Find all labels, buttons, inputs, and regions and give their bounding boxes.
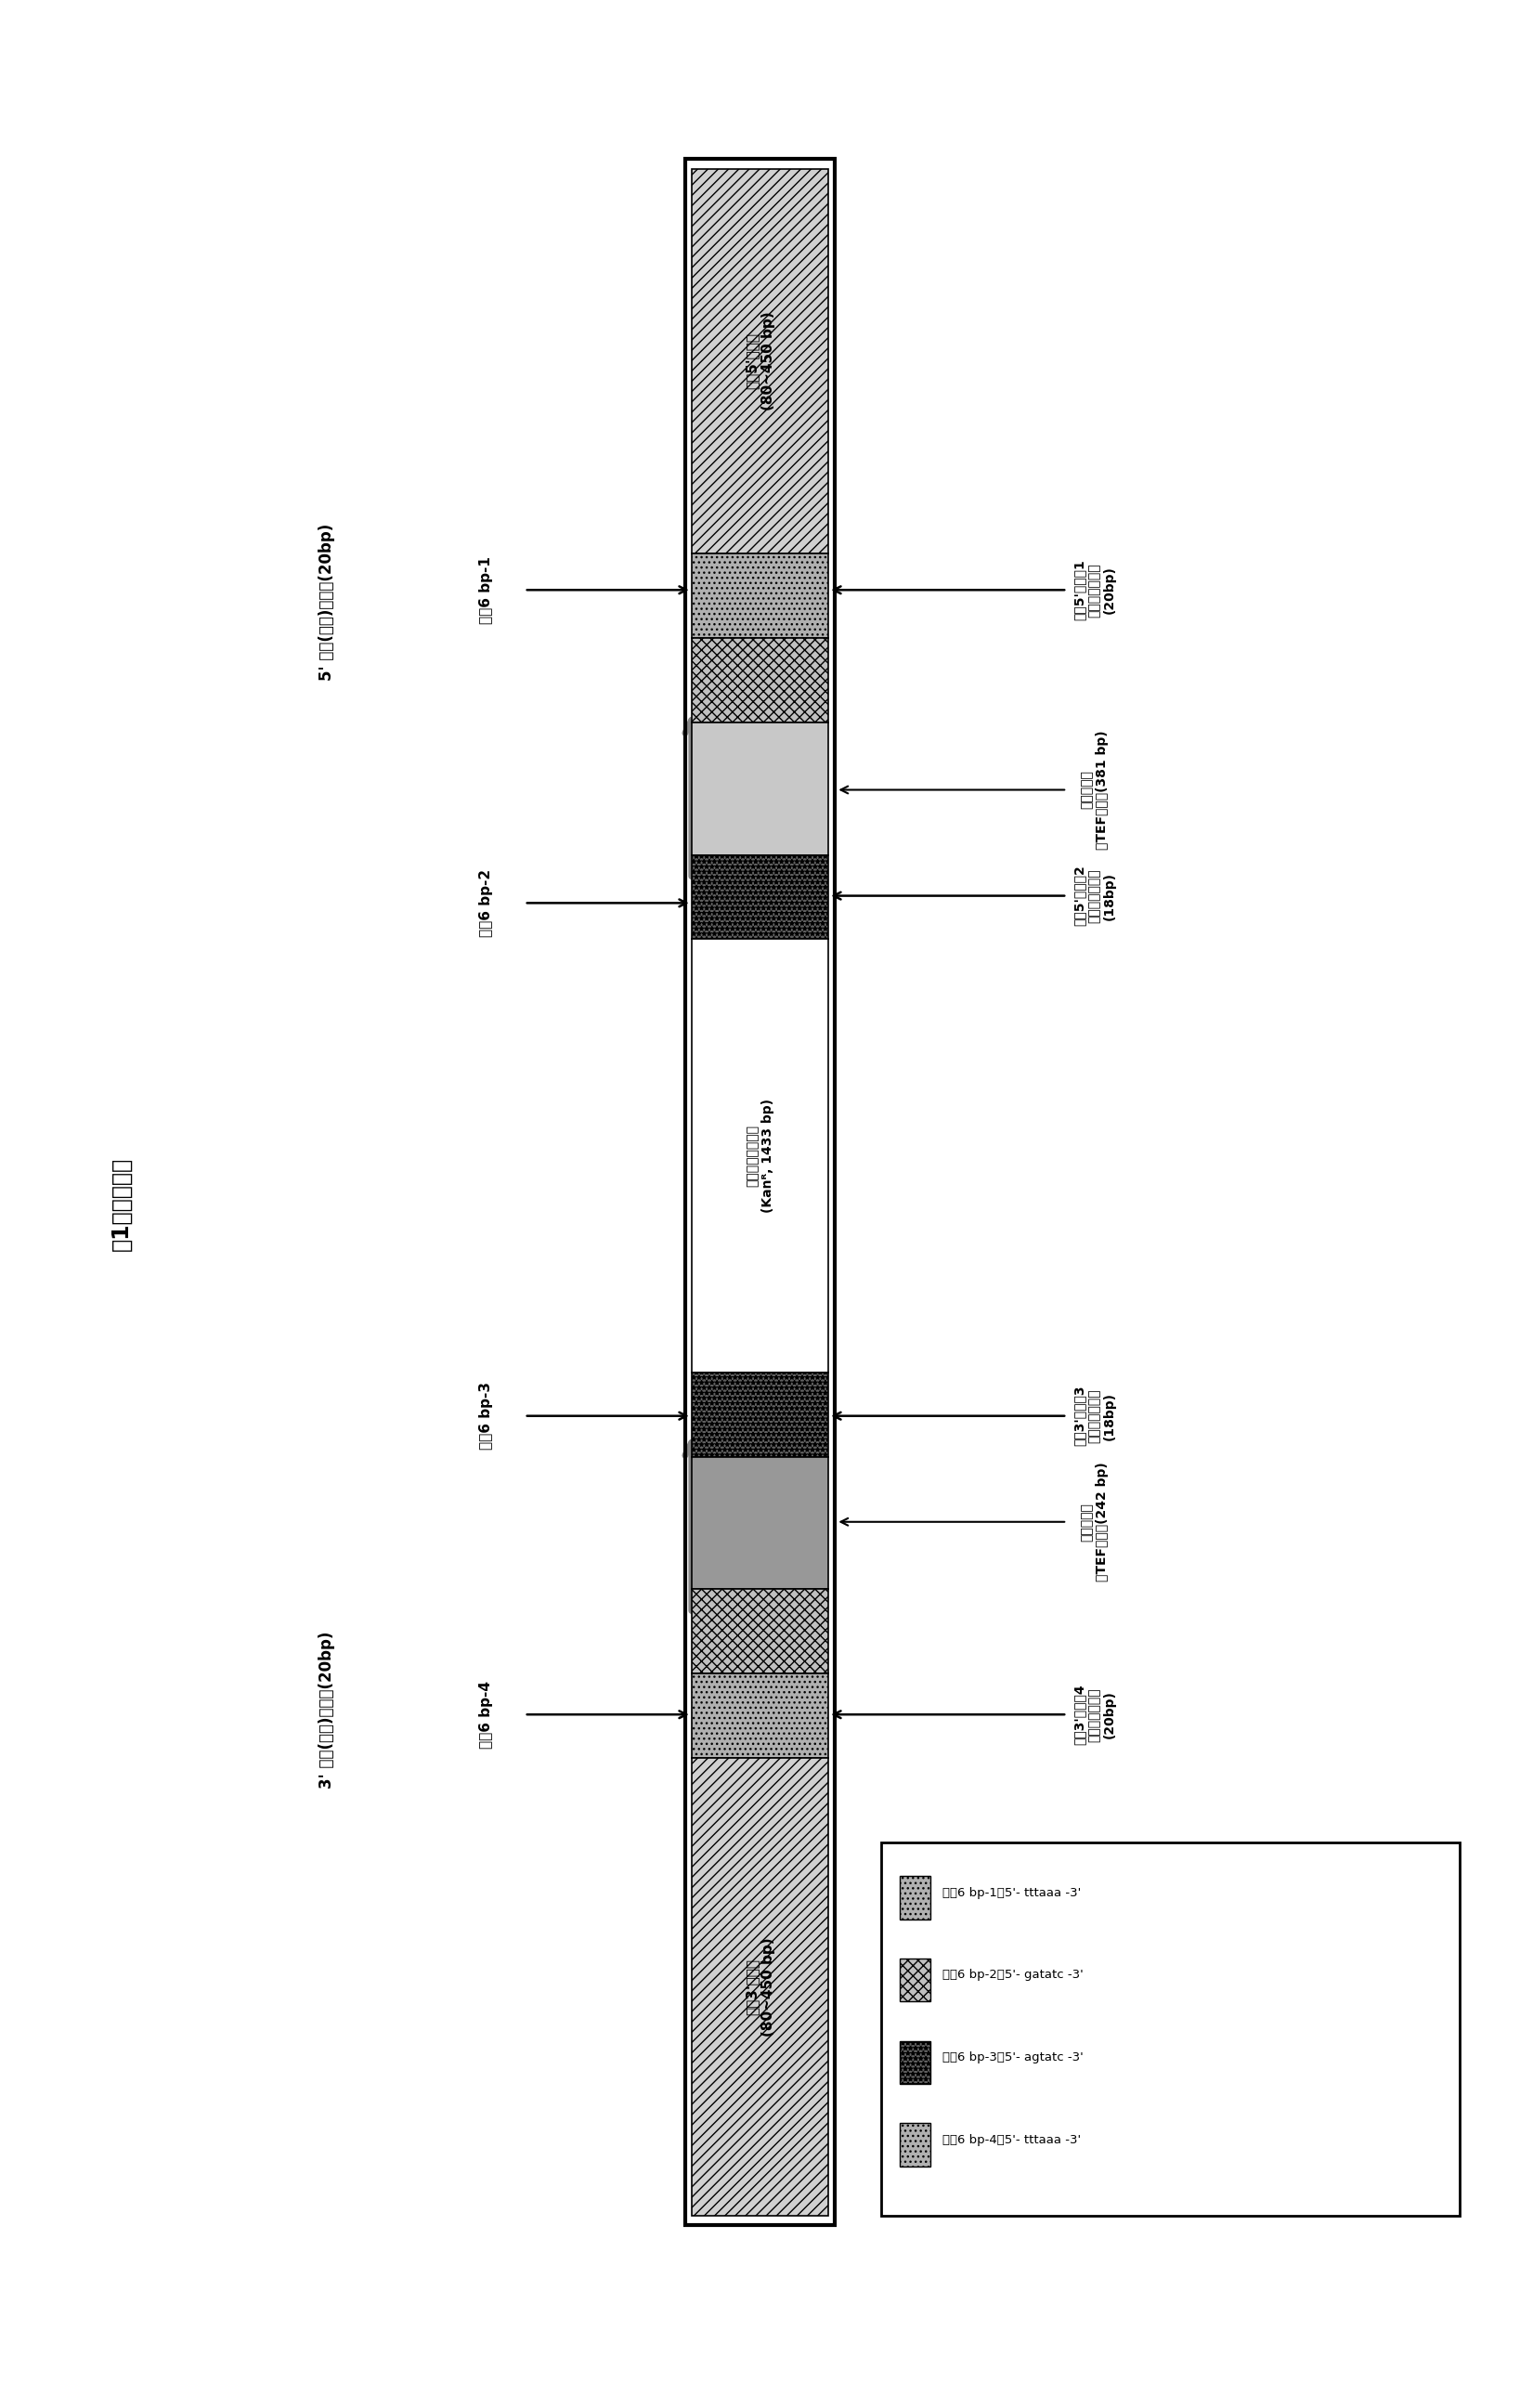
Text: 卡那霉素抗性基因
(Kanᴿ, 1433 bp): 卡那霉素抗性基因 (Kanᴿ, 1433 bp) [746,1098,774,1214]
Text: 用于3'条形码3
扩增的通用引物
(18bp): 用于3'条形码3 扩增的通用引物 (18bp) [1073,1385,1116,1447]
Bar [692,554,828,638]
Bar [692,1589,828,1674]
Bar [900,1876,930,1919]
Bar [692,1457,828,1589]
Text: 缺口6 bp-2：5'- gatatc -3': 缺口6 bp-2：5'- gatatc -3' [942,1970,1084,1982]
Text: 缺口6 bp-2: 缺口6 bp-2 [479,869,494,937]
Bar [900,1958,930,2001]
Text: 5' 向上(上游)条形码(20bp): 5' 向上(上游)条形码(20bp) [319,523,334,681]
Bar [692,1674,828,1758]
Bar [692,1758,828,2215]
Text: 基因3'同源区
(80~450 bp): 基因3'同源区 (80~450 bp) [745,1936,775,2037]
Bar [692,855,828,939]
Text: 棉阿舒囊霉
的TEF启动子(381 bp): 棉阿舒囊霉 的TEF启动子(381 bp) [1081,730,1108,850]
Text: 图1缺失盒结构: 图1缺失盒结构 [111,1158,132,1250]
Bar [900,2042,930,2085]
Bar [882,1842,1459,2215]
Text: 用于3'条形码4
扩增的通用引物
(20bp): 用于3'条形码4 扩增的通用引物 (20bp) [1073,1683,1116,1746]
Text: 3' 向下(下游)条形码(20bp): 3' 向下(下游)条形码(20bp) [319,1630,334,1789]
Text: 棉阿舒囊霉
的TEF终止于(242 bp): 棉阿舒囊霉 的TEF终止于(242 bp) [1081,1462,1108,1582]
Bar [900,2124,930,2167]
Text: 缺口6 bp-4: 缺口6 bp-4 [479,1681,494,1748]
Text: 缺口6 bp-1：5'- tttaaa -3': 缺口6 bp-1：5'- tttaaa -3' [942,1885,1081,1900]
Bar [692,169,828,554]
Text: 基因5'同源区
(80~450 bp): 基因5'同源区 (80~450 bp) [745,311,775,412]
Text: 缺口6 bp-3: 缺口6 bp-3 [479,1382,494,1450]
Bar [692,638,828,722]
Bar [692,722,828,855]
Text: 缺口6 bp-4：5'- tttaaa -3': 缺口6 bp-4：5'- tttaaa -3' [942,2133,1081,2146]
Text: 用于5'条形码1
扩增的通用引物
(20bp): 用于5'条形码1 扩增的通用引物 (20bp) [1073,559,1116,621]
Text: 缺口6 bp-3：5'- agtatc -3': 缺口6 bp-3：5'- agtatc -3' [942,2052,1084,2064]
Bar [692,1373,828,1457]
Bar [686,159,834,2225]
Text: 用于5'条形码2
扩增的通用引物
(18bp): 用于5'条形码2 扩增的通用引物 (18bp) [1073,864,1116,927]
Bar [692,939,828,1373]
Text: 缺口6 bp-1: 缺口6 bp-1 [479,556,494,624]
